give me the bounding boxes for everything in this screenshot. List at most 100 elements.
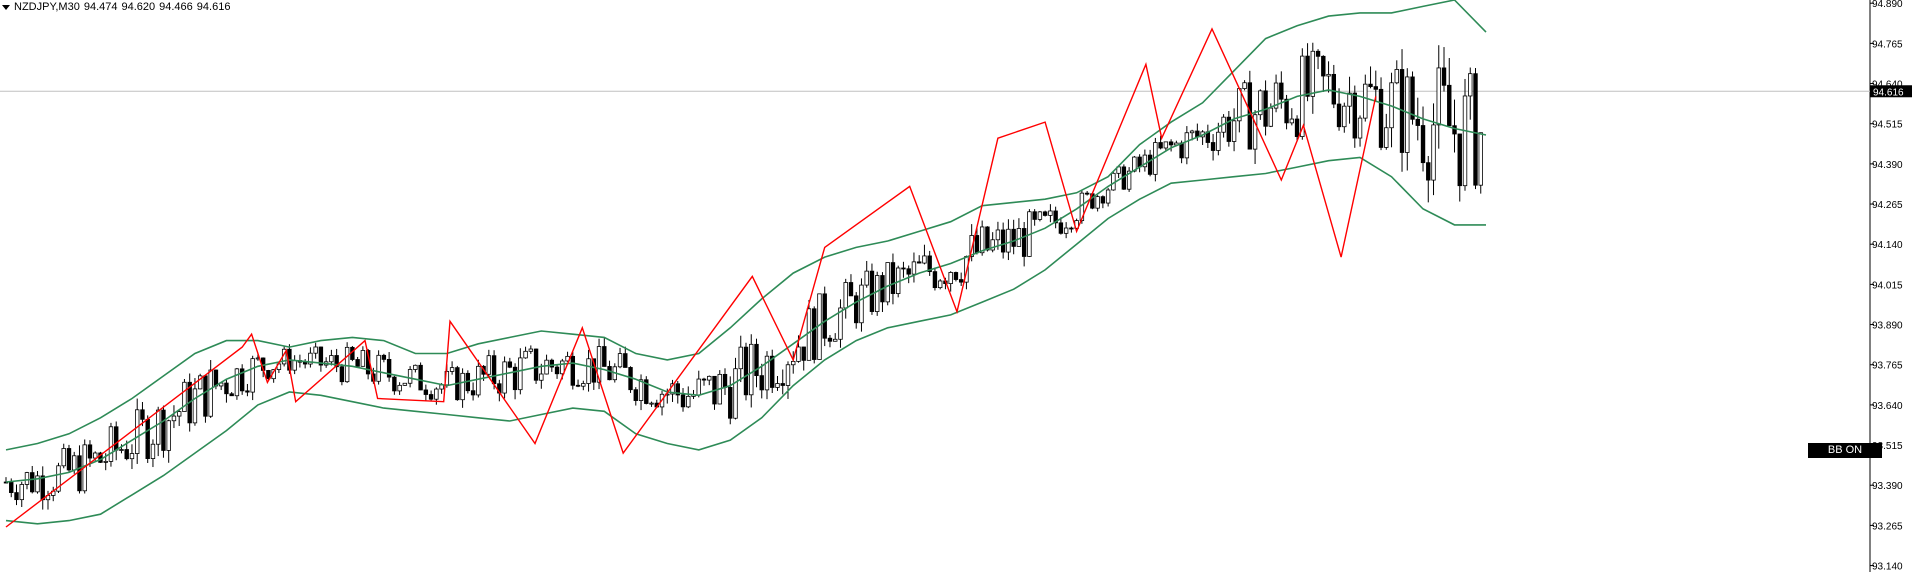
- bollinger-middle-band: [5, 89, 1487, 483]
- candle-body: [875, 275, 880, 312]
- price-axis-label: 93.515: [1872, 441, 1903, 452]
- candle-body: [995, 229, 1001, 241]
- candle-body: [969, 235, 974, 257]
- candle-body: [927, 255, 932, 273]
- candle-body: [838, 307, 843, 340]
- candle-body: [308, 352, 313, 365]
- price-axis-label: 94.640: [1872, 80, 1903, 91]
- candle-body: [916, 261, 922, 264]
- candle-body: [696, 378, 701, 396]
- candle-body: [318, 346, 324, 366]
- price-axis-label: 93.265: [1872, 521, 1903, 532]
- candle-body: [528, 348, 534, 352]
- candle-body: [1331, 73, 1337, 105]
- candle-body: [560, 360, 565, 375]
- zigzag-line: [5, 27, 1377, 528]
- candle-body: [24, 472, 30, 485]
- candle-body: [644, 379, 649, 404]
- candle-body: [1294, 118, 1300, 137]
- candle-body: [239, 368, 245, 392]
- candle-body: [1310, 50, 1316, 97]
- close-value: 94.616: [196, 1, 231, 13]
- candle-body: [93, 452, 98, 459]
- candle-body: [617, 353, 623, 368]
- candle-body: [413, 364, 418, 370]
- candle-body: [1447, 84, 1452, 127]
- candle-body: [796, 346, 801, 362]
- candle-body: [602, 346, 607, 367]
- candle-body: [124, 449, 129, 460]
- price-axis-label: 94.390: [1872, 160, 1903, 171]
- price-axis-label: 94.265: [1872, 200, 1903, 211]
- ohlc-values: 94.474 94.620 94.466 94.616: [84, 1, 235, 13]
- candle-body: [707, 375, 712, 381]
- candle-body: [733, 368, 738, 419]
- candle-body: [1378, 88, 1384, 148]
- candle-body: [1336, 103, 1342, 128]
- candle-body: [728, 387, 733, 419]
- price-axis-label: 93.640: [1872, 401, 1903, 412]
- candle-body: [649, 402, 654, 405]
- candle-body: [14, 492, 19, 501]
- candle-body: [1216, 131, 1221, 151]
- candle-body: [1357, 117, 1363, 139]
- candle-body: [1095, 196, 1100, 209]
- candle-body: [213, 369, 219, 387]
- candle-body: [1431, 124, 1436, 181]
- candle-body: [407, 369, 413, 384]
- candle-body: [638, 379, 644, 401]
- candle-body: [607, 366, 612, 381]
- candle-body: [1279, 82, 1284, 100]
- candle-body: [1347, 92, 1352, 107]
- candle-body: [381, 354, 387, 360]
- bollinger-lower-band: [5, 156, 1486, 525]
- candle-body: [176, 411, 182, 417]
- candle-body: [334, 355, 339, 368]
- candle-body: [1368, 83, 1373, 88]
- price-axis-label: 93.765: [1872, 361, 1903, 372]
- candle-body: [224, 382, 229, 395]
- candle-body: [575, 384, 581, 387]
- candle-body: [1016, 228, 1022, 247]
- candle-body: [544, 359, 549, 375]
- candle-body: [402, 382, 408, 386]
- chevron-down-icon[interactable]: [2, 4, 10, 10]
- candle-body: [313, 346, 318, 354]
- candle-body: [764, 355, 770, 391]
- candle-body: [1231, 120, 1237, 142]
- candle-body: [197, 375, 203, 390]
- candle-body: [512, 366, 518, 391]
- candle-body: [1342, 105, 1347, 128]
- bollinger-upper-band: [5, 0, 1487, 451]
- candle-body: [392, 376, 397, 392]
- candle-body: [1315, 50, 1321, 57]
- candle-body: [791, 360, 796, 366]
- candle-body: [30, 472, 35, 493]
- price-axis-label: 93.890: [1872, 321, 1903, 332]
- bb-toggle-button[interactable]: BB ON: [1808, 443, 1882, 458]
- candle-body: [780, 383, 785, 386]
- price-axis-label: 94.140: [1872, 240, 1903, 251]
- candle-body: [1100, 196, 1106, 204]
- candle-body: [686, 395, 691, 408]
- candle-body: [145, 418, 150, 459]
- candle-body: [1394, 69, 1399, 84]
- price-axis-label: 93.390: [1872, 481, 1903, 492]
- candle-body: [203, 375, 208, 417]
- high-value: 94.620: [121, 1, 156, 13]
- candle-body: [150, 443, 156, 459]
- candle-body: [386, 358, 392, 378]
- candle-body: [518, 357, 523, 391]
- candle-body: [922, 255, 927, 264]
- symbol-header: NZDJPY,M30 94.474 94.620 94.466 94.616: [2, 1, 234, 13]
- candle-body: [1426, 162, 1431, 181]
- candle-body: [581, 383, 586, 387]
- candle-body: [990, 239, 995, 251]
- candle-body: [397, 384, 402, 392]
- candle-body: [470, 390, 476, 396]
- candle-body: [749, 343, 754, 396]
- candle-body: [1441, 67, 1447, 86]
- candle-body: [738, 346, 743, 370]
